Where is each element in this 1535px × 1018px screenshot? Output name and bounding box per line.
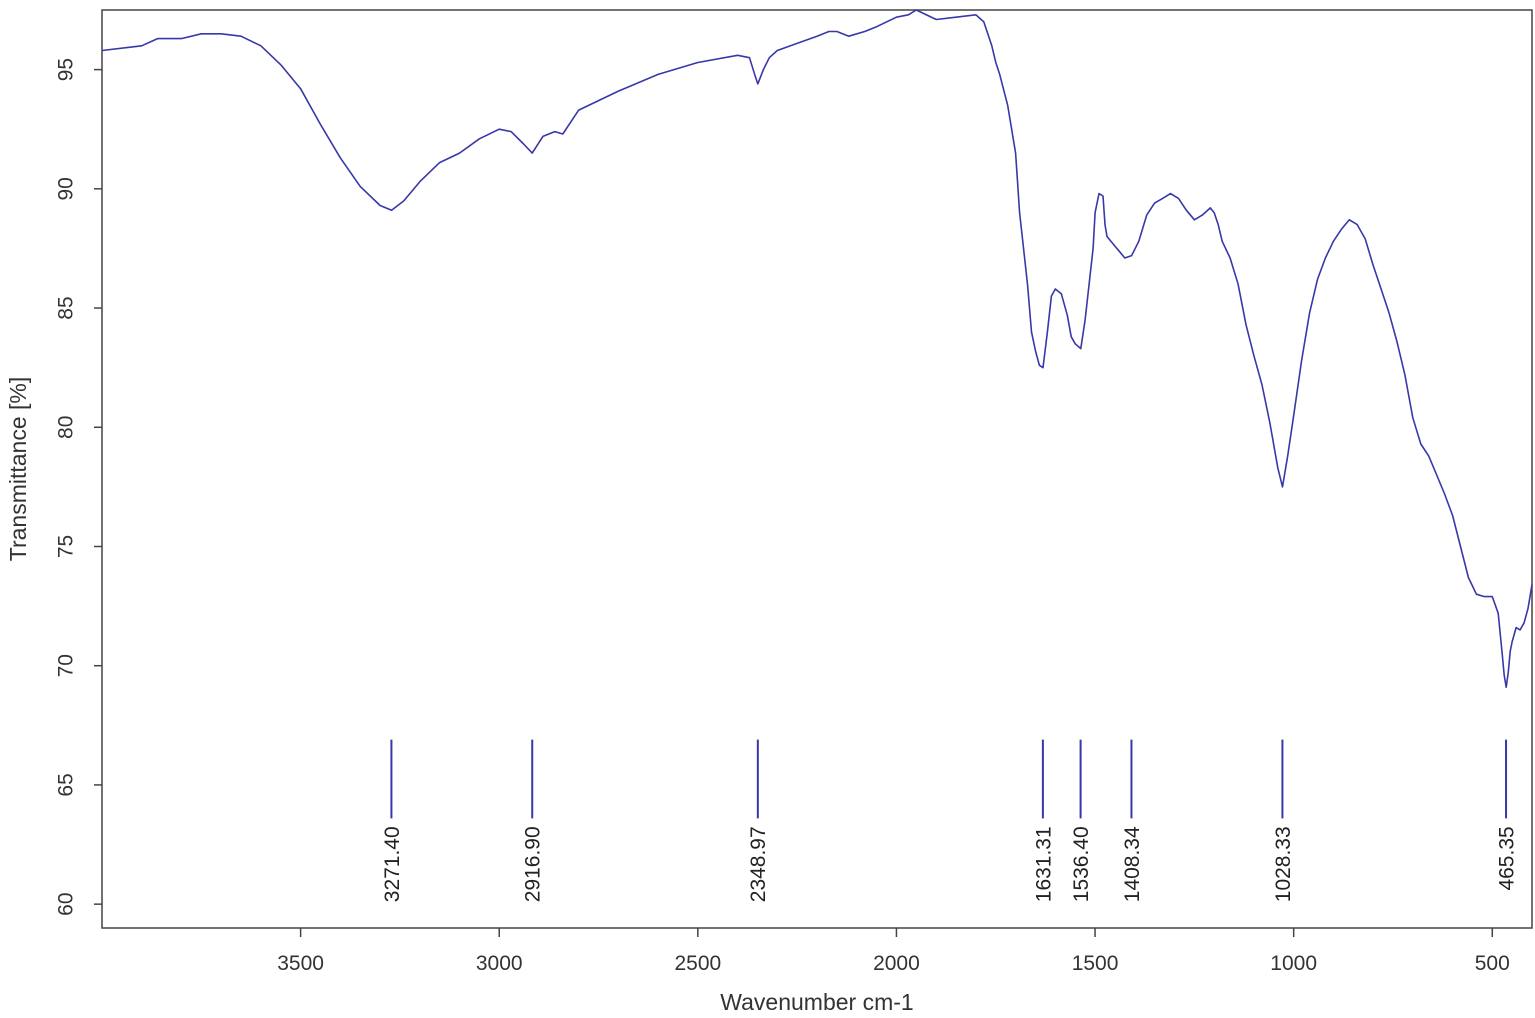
- y-tick-label: 95: [54, 58, 77, 81]
- y-tick-label: 65: [54, 773, 77, 796]
- y-tick-label: 85: [54, 296, 77, 319]
- peak-label: 1408.34: [1121, 826, 1144, 902]
- peak-markers: 3271.40 2916.90 2348.97 1631.31 1536.40 1408.…: [381, 739, 1518, 902]
- y-tick-label: 75: [54, 535, 77, 558]
- x-tick-label: 3000: [476, 952, 523, 975]
- plot-frame: [101, 9, 1533, 929]
- y-tick-label: 70: [54, 654, 77, 677]
- x-tick-label: 1500: [1072, 952, 1119, 975]
- peak-label: 465.35: [1495, 826, 1518, 890]
- peak-label: 1631.31: [1032, 826, 1055, 902]
- x-tick-label: 1000: [1270, 952, 1317, 975]
- y-tick-label: 80: [54, 416, 77, 439]
- spectrum-line: [101, 9, 1533, 689]
- y-tick-label: 90: [54, 177, 77, 200]
- y-tick-label: 60: [54, 892, 77, 915]
- peak-label: 3271.40: [381, 826, 404, 902]
- x-tick-label: 2500: [674, 952, 721, 975]
- peak-label: 1536.40: [1070, 826, 1093, 902]
- x-axis-title: Wavenumber cm-1: [720, 989, 913, 1015]
- y-axis: 60 65 70 75 80 85 90 95: [54, 58, 102, 916]
- x-tick-label: 2000: [873, 952, 920, 975]
- peak-label: 1028.33: [1272, 826, 1295, 902]
- peak-label: 2348.97: [747, 826, 770, 902]
- x-tick-label: 3500: [277, 952, 324, 975]
- x-axis: 3500 3000 2500 2000 1500 1000 500: [277, 928, 1510, 975]
- y-axis-title: Transmittance [%]: [5, 377, 31, 561]
- series-layer: [101, 9, 1533, 689]
- peak-label: 2916.90: [522, 826, 545, 902]
- x-tick-label: 500: [1475, 952, 1510, 975]
